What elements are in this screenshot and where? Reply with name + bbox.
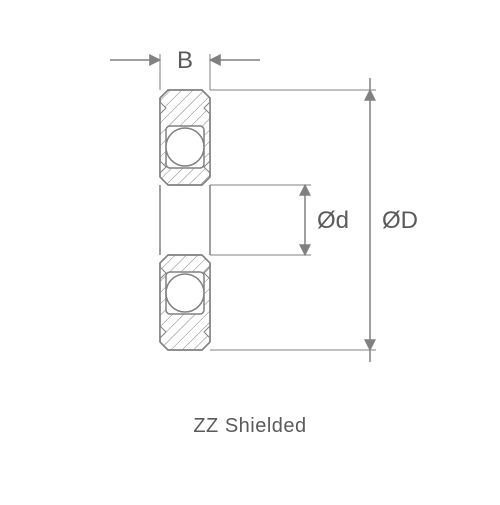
- dim-label-inner-dia: Ød: [317, 207, 349, 234]
- dim-label-width: B: [177, 47, 193, 74]
- diagram-canvas: B Ød ØD ZZ Shielded: [0, 0, 500, 500]
- caption: ZZ Shielded: [0, 415, 500, 438]
- dim-label-outer-dia: ØD: [382, 207, 418, 234]
